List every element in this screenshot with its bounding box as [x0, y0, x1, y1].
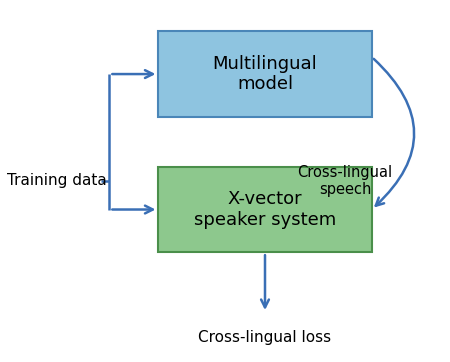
Text: Cross-lingual
speech: Cross-lingual speech — [297, 165, 392, 197]
FancyArrowPatch shape — [374, 59, 414, 206]
Text: Training data: Training data — [7, 173, 107, 189]
FancyBboxPatch shape — [158, 31, 372, 117]
Text: Cross-lingual loss: Cross-lingual loss — [198, 331, 332, 345]
Text: X-vector
speaker system: X-vector speaker system — [194, 190, 336, 229]
FancyBboxPatch shape — [158, 167, 372, 252]
Text: Multilingual
model: Multilingual model — [212, 55, 317, 93]
